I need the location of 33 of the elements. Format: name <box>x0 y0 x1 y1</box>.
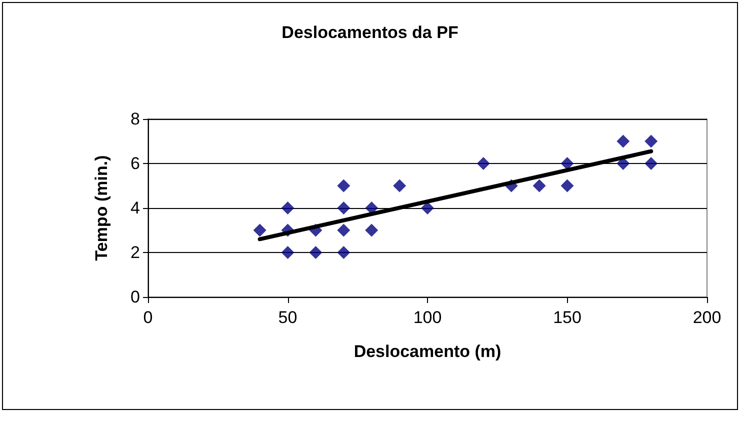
x-axis-title: Deslocamento (m) <box>354 342 502 361</box>
x-tick-label: 150 <box>553 308 582 327</box>
point <box>616 157 630 170</box>
point <box>644 134 658 148</box>
point <box>253 224 266 237</box>
point <box>309 246 322 259</box>
point <box>476 157 490 170</box>
point <box>393 179 406 192</box>
point <box>281 246 294 259</box>
y-tick-label: 2 <box>130 243 140 262</box>
y-tick-label: 4 <box>130 198 140 218</box>
point <box>644 157 658 170</box>
point <box>560 157 574 170</box>
point <box>337 246 350 259</box>
point <box>281 202 294 214</box>
y-axis-title: Tempo (min.) <box>92 155 111 261</box>
point <box>532 179 546 192</box>
point <box>337 202 350 214</box>
point <box>337 179 350 192</box>
point <box>365 202 378 214</box>
point <box>421 202 434 214</box>
y-tick-label: 0 <box>130 288 140 306</box>
point <box>337 224 350 237</box>
x-tick-label: 100 <box>413 308 442 327</box>
point <box>365 224 378 237</box>
y-tick-label: 6 <box>130 154 140 173</box>
point <box>616 134 630 148</box>
x-tick-label: 0 <box>143 308 153 327</box>
point <box>560 179 574 192</box>
y-tick-label: 8 <box>130 110 140 128</box>
x-tick-label: 50 <box>278 308 298 327</box>
chart-title: Deslocamentos da PF <box>282 23 458 42</box>
x-tick-label: 200 <box>692 308 722 327</box>
